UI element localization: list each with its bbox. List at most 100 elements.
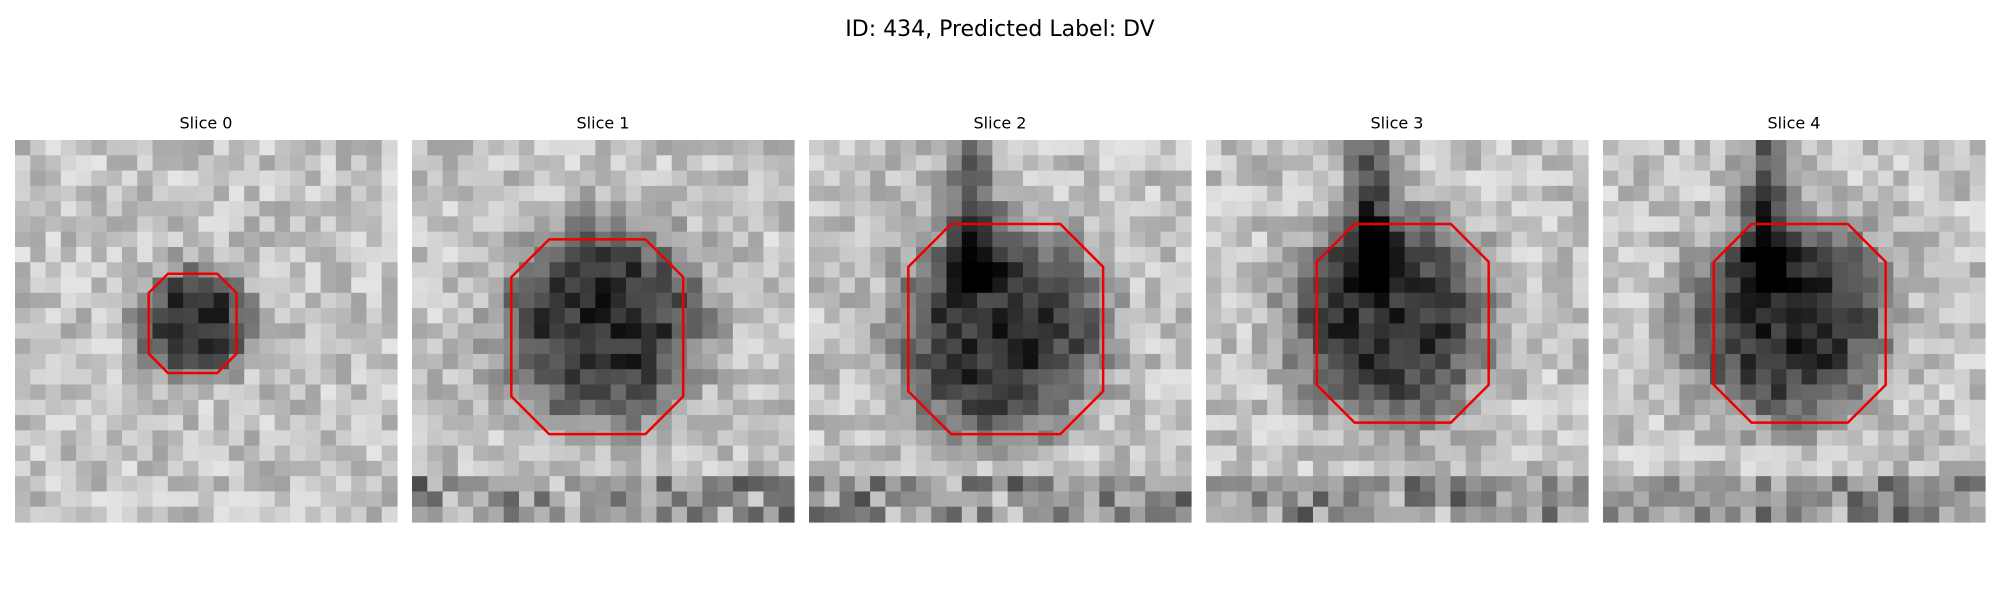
pixel: [1282, 155, 1299, 172]
pixel: [244, 353, 261, 370]
pixel: [335, 185, 352, 202]
pixel: [76, 399, 92, 416]
pixel: [1145, 170, 1162, 187]
pixel: [702, 491, 719, 508]
pixel: [1908, 476, 1925, 493]
pixel: [580, 491, 596, 508]
pixel: [137, 399, 154, 416]
pixel: [488, 399, 505, 416]
pixel: [121, 338, 138, 355]
pixel: [1679, 155, 1696, 172]
pixel: [1038, 506, 1055, 523]
pixel: [900, 140, 917, 156]
pixel: [76, 308, 92, 324]
pixel: [931, 323, 948, 340]
pixel: [824, 384, 841, 401]
pixel: [549, 384, 566, 401]
pixel: [1160, 445, 1177, 462]
pixel: [45, 323, 62, 340]
pixel: [1450, 246, 1467, 263]
pixel: [106, 430, 123, 447]
pixel: [305, 262, 322, 279]
pixel: [1053, 384, 1070, 401]
pixel: [15, 445, 31, 462]
pixel: [641, 185, 658, 202]
pixel: [732, 155, 749, 172]
pixel: [824, 155, 841, 172]
pixel: [1374, 292, 1390, 309]
pixel: [1084, 430, 1100, 447]
pixel: [137, 185, 154, 202]
pixel: [473, 308, 489, 324]
pixel: [1694, 415, 1711, 431]
pixel: [992, 140, 1009, 156]
pixel: [1282, 445, 1299, 462]
pixel: [809, 369, 825, 386]
pixel: [1221, 369, 1238, 386]
pixel: [366, 415, 383, 431]
pixel: [1939, 506, 1956, 523]
pixel: [1618, 445, 1635, 462]
pixel: [1297, 338, 1314, 355]
pixel: [977, 277, 993, 294]
pixel: [1557, 415, 1574, 431]
pixel: [183, 323, 199, 340]
pixel: [1786, 246, 1803, 263]
pixel: [1969, 460, 1986, 477]
pixel: [961, 155, 978, 172]
pixel: [1267, 292, 1283, 309]
pixel: [259, 277, 276, 294]
pixel: [870, 140, 886, 156]
pixel: [1786, 323, 1803, 340]
pixel: [1923, 506, 1940, 523]
pixel: [427, 476, 444, 493]
pixel: [167, 491, 184, 508]
pixel: [76, 384, 92, 401]
pixel: [977, 140, 993, 156]
pixel: [1709, 369, 1726, 386]
pixel: [809, 231, 825, 248]
pixel: [534, 384, 551, 401]
pixel: [290, 155, 306, 172]
pixel: [1282, 353, 1299, 370]
pixel: [717, 415, 734, 431]
pixel: [1786, 140, 1803, 156]
pixel: [702, 323, 719, 340]
pixel: [977, 476, 993, 493]
pixel: [91, 292, 108, 309]
pixel: [457, 231, 474, 248]
pixel: [183, 369, 199, 386]
pixel: [977, 292, 993, 309]
pixel: [1282, 201, 1299, 217]
pixel: [732, 216, 749, 233]
pixel: [274, 491, 291, 508]
pixel: [687, 430, 703, 447]
pixel: [442, 292, 459, 309]
pixel: [1694, 460, 1711, 477]
pixel: [1526, 140, 1543, 156]
pixel: [1496, 415, 1513, 431]
pixel: [1267, 323, 1283, 340]
pixel: [564, 262, 581, 279]
pixel: [1694, 323, 1711, 340]
pixel: [1053, 353, 1070, 370]
pixel: [1786, 384, 1803, 401]
pixel: [320, 338, 337, 355]
pixel: [1755, 170, 1772, 187]
pixel: [1709, 353, 1726, 370]
pixel: [183, 246, 199, 263]
pixel: [1755, 476, 1772, 493]
pixel: [992, 476, 1009, 493]
pixel: [91, 308, 108, 324]
pixel: [1404, 140, 1421, 156]
pixel: [1511, 430, 1528, 447]
pixel: [1633, 185, 1650, 202]
pixel: [167, 216, 184, 233]
pixel: [15, 415, 31, 431]
pixel: [1129, 415, 1146, 431]
pixel: [213, 506, 230, 523]
pixel: [1908, 185, 1925, 202]
pixel: [702, 231, 719, 248]
pixel: [1206, 201, 1222, 217]
pixel: [1465, 399, 1482, 416]
